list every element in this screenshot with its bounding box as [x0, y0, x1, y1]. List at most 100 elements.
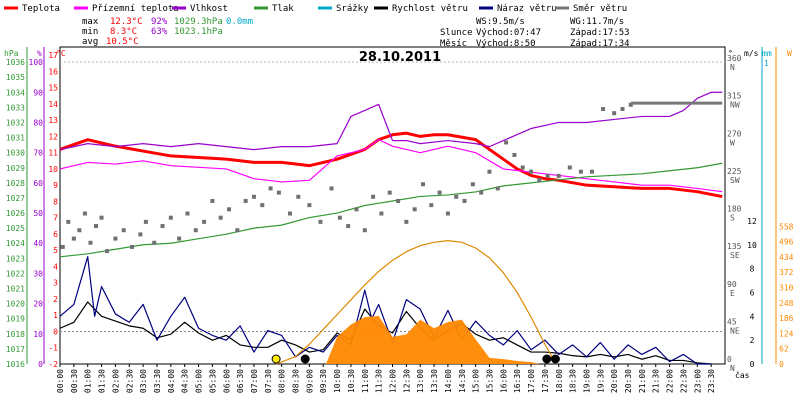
stat-ws: WS:9.5m/s [476, 17, 525, 27]
tick-hpa-1: 1017 [6, 345, 25, 354]
tick-temp-1: -1 [48, 344, 58, 353]
series-8-point-27 [260, 203, 265, 208]
series-8-point-49 [454, 194, 459, 199]
x-tick-label-8: 04:00 [167, 369, 176, 393]
x-tick-label-26: 13:00 [416, 369, 425, 393]
stat-r1-c1: 8.3°C [110, 27, 137, 37]
series-line-3 [59, 162, 723, 258]
x-tick-label-14: 07:00 [250, 369, 259, 393]
tick-ms-1: 2 [750, 336, 755, 345]
series-8-point-64 [590, 169, 594, 174]
x-tick-label-1: 00:30 [70, 369, 79, 393]
stat-r0-c3: 1029.3hPa [174, 17, 223, 27]
x-tick-label-5: 02:30 [125, 369, 134, 393]
tick-temp-2: 0 [53, 327, 58, 336]
stat-sun-label: Slunce [440, 28, 473, 38]
stat-r2-c1: 10.5°C [106, 37, 139, 47]
series-8-point-28 [268, 186, 273, 191]
tick-pct-7: 70 [33, 149, 43, 158]
x-tick-label-4: 02:00 [111, 369, 120, 393]
series-8-point-3 [77, 228, 82, 233]
tick-dir-deg-7: 315 [727, 92, 742, 101]
series-8-point-36 [346, 224, 351, 229]
tick-hpa-7: 1023 [6, 254, 25, 263]
series-8-point-47 [437, 190, 442, 195]
x-tick-label-23: 11:30 [375, 369, 384, 393]
series-8-point-19 [193, 228, 198, 233]
tick-dir-lbl-3: SE [730, 251, 740, 260]
tick-wm-4: 248 [779, 299, 794, 308]
x-tick-label-10: 05:00 [195, 369, 204, 393]
x-tick-label-28: 14:00 [444, 369, 453, 393]
chart-title: 28.10.2011 [359, 50, 441, 65]
stat-r1-c2: 63% [151, 27, 168, 37]
tick-hpa-0: 1016 [6, 360, 25, 369]
tick-dir-deg-8: 360 [727, 54, 742, 63]
x-tick-label-16: 08:00 [278, 369, 287, 393]
tick-hpa-9: 1025 [6, 224, 25, 233]
series-8-point-59 [537, 178, 542, 183]
tick-pct-8: 80 [33, 118, 43, 127]
moonrise-marker [300, 354, 310, 364]
series-8-point-42 [396, 198, 401, 203]
x-tick-label-40: 20:00 [610, 369, 619, 393]
tick-temp-0: -2 [48, 360, 58, 369]
legend-label-0: Teplota [22, 4, 60, 14]
series-8-point-50 [462, 198, 467, 203]
tick-hpa-16: 1032 [6, 118, 25, 127]
tick-temp-14: 12 [48, 132, 58, 141]
stat-r1-c3: 1023.1hPa [174, 27, 223, 37]
tick-ms-3: 6 [750, 288, 755, 297]
x-tick-label-46: 23:00 [693, 369, 702, 393]
stat-r0-c1: 12.3°C [110, 17, 143, 27]
x-tick-label-34: 17:00 [527, 369, 536, 393]
axis-unit-wm: W [787, 49, 792, 58]
series-area-6 [326, 315, 540, 364]
series-8-point-4 [82, 211, 87, 216]
x-tick-label-11: 05:30 [208, 369, 217, 393]
tick-temp-5: 3 [53, 279, 58, 288]
x-tick-label-0: 00:00 [56, 369, 65, 393]
axis-unit-dir: ° [728, 49, 733, 58]
tick-hpa-8: 1024 [6, 239, 25, 248]
tick-temp-19: 17 [48, 51, 58, 60]
series-8-point-63 [578, 169, 583, 174]
tick-wm-6: 372 [779, 268, 794, 277]
series-line-5 [59, 256, 712, 365]
stat-wg: WG:11.7m/s [570, 17, 624, 27]
tick-hpa-19: 1035 [6, 73, 25, 82]
tick-temp-9: 7 [53, 214, 58, 223]
stat-sunset: Západ:17:53 [570, 28, 630, 38]
series-8-point-29 [276, 190, 281, 195]
tick-dir-lbl-2: E [730, 289, 735, 298]
series-8-point-33 [318, 219, 323, 224]
tick-wm-7: 434 [779, 253, 794, 262]
series-8-point-56 [512, 152, 517, 157]
x-tick-label-31: 15:30 [485, 369, 494, 393]
tick-wm-5: 310 [779, 283, 794, 292]
x-axis-label: čas [735, 370, 750, 380]
tick-temp-10: 8 [53, 197, 58, 206]
tick-temp-12: 10 [48, 165, 58, 174]
series-8-point-14 [152, 240, 157, 245]
x-tick-label-18: 09:00 [305, 369, 314, 393]
series-8-point-46 [429, 203, 434, 208]
series-8-point-51 [470, 182, 475, 187]
tick-wm-8: 496 [779, 238, 794, 247]
legend-label-2: Vlhkost [190, 4, 228, 14]
x-tick-label-13: 06:30 [236, 369, 245, 393]
tick-wm-0: 0 [779, 360, 784, 369]
series-8-point-53 [487, 169, 492, 174]
x-tick-label-43: 21:30 [652, 369, 661, 393]
moonset-marker [542, 354, 552, 364]
x-tick-label-15: 07:30 [264, 369, 273, 393]
series-8-point-22 [218, 215, 223, 220]
x-tick-label-29: 14:30 [458, 369, 467, 393]
x-tick-label-30: 15:00 [472, 369, 481, 393]
axis-unit-temp: °C [56, 49, 66, 58]
tick-dir-lbl-5: SW [730, 176, 740, 185]
tick-dir-lbl-7: NW [730, 101, 740, 110]
tick-dir-deg-0: 0 [727, 355, 732, 364]
series-8-point-25 [243, 198, 248, 203]
series-8-point-38 [362, 228, 367, 233]
